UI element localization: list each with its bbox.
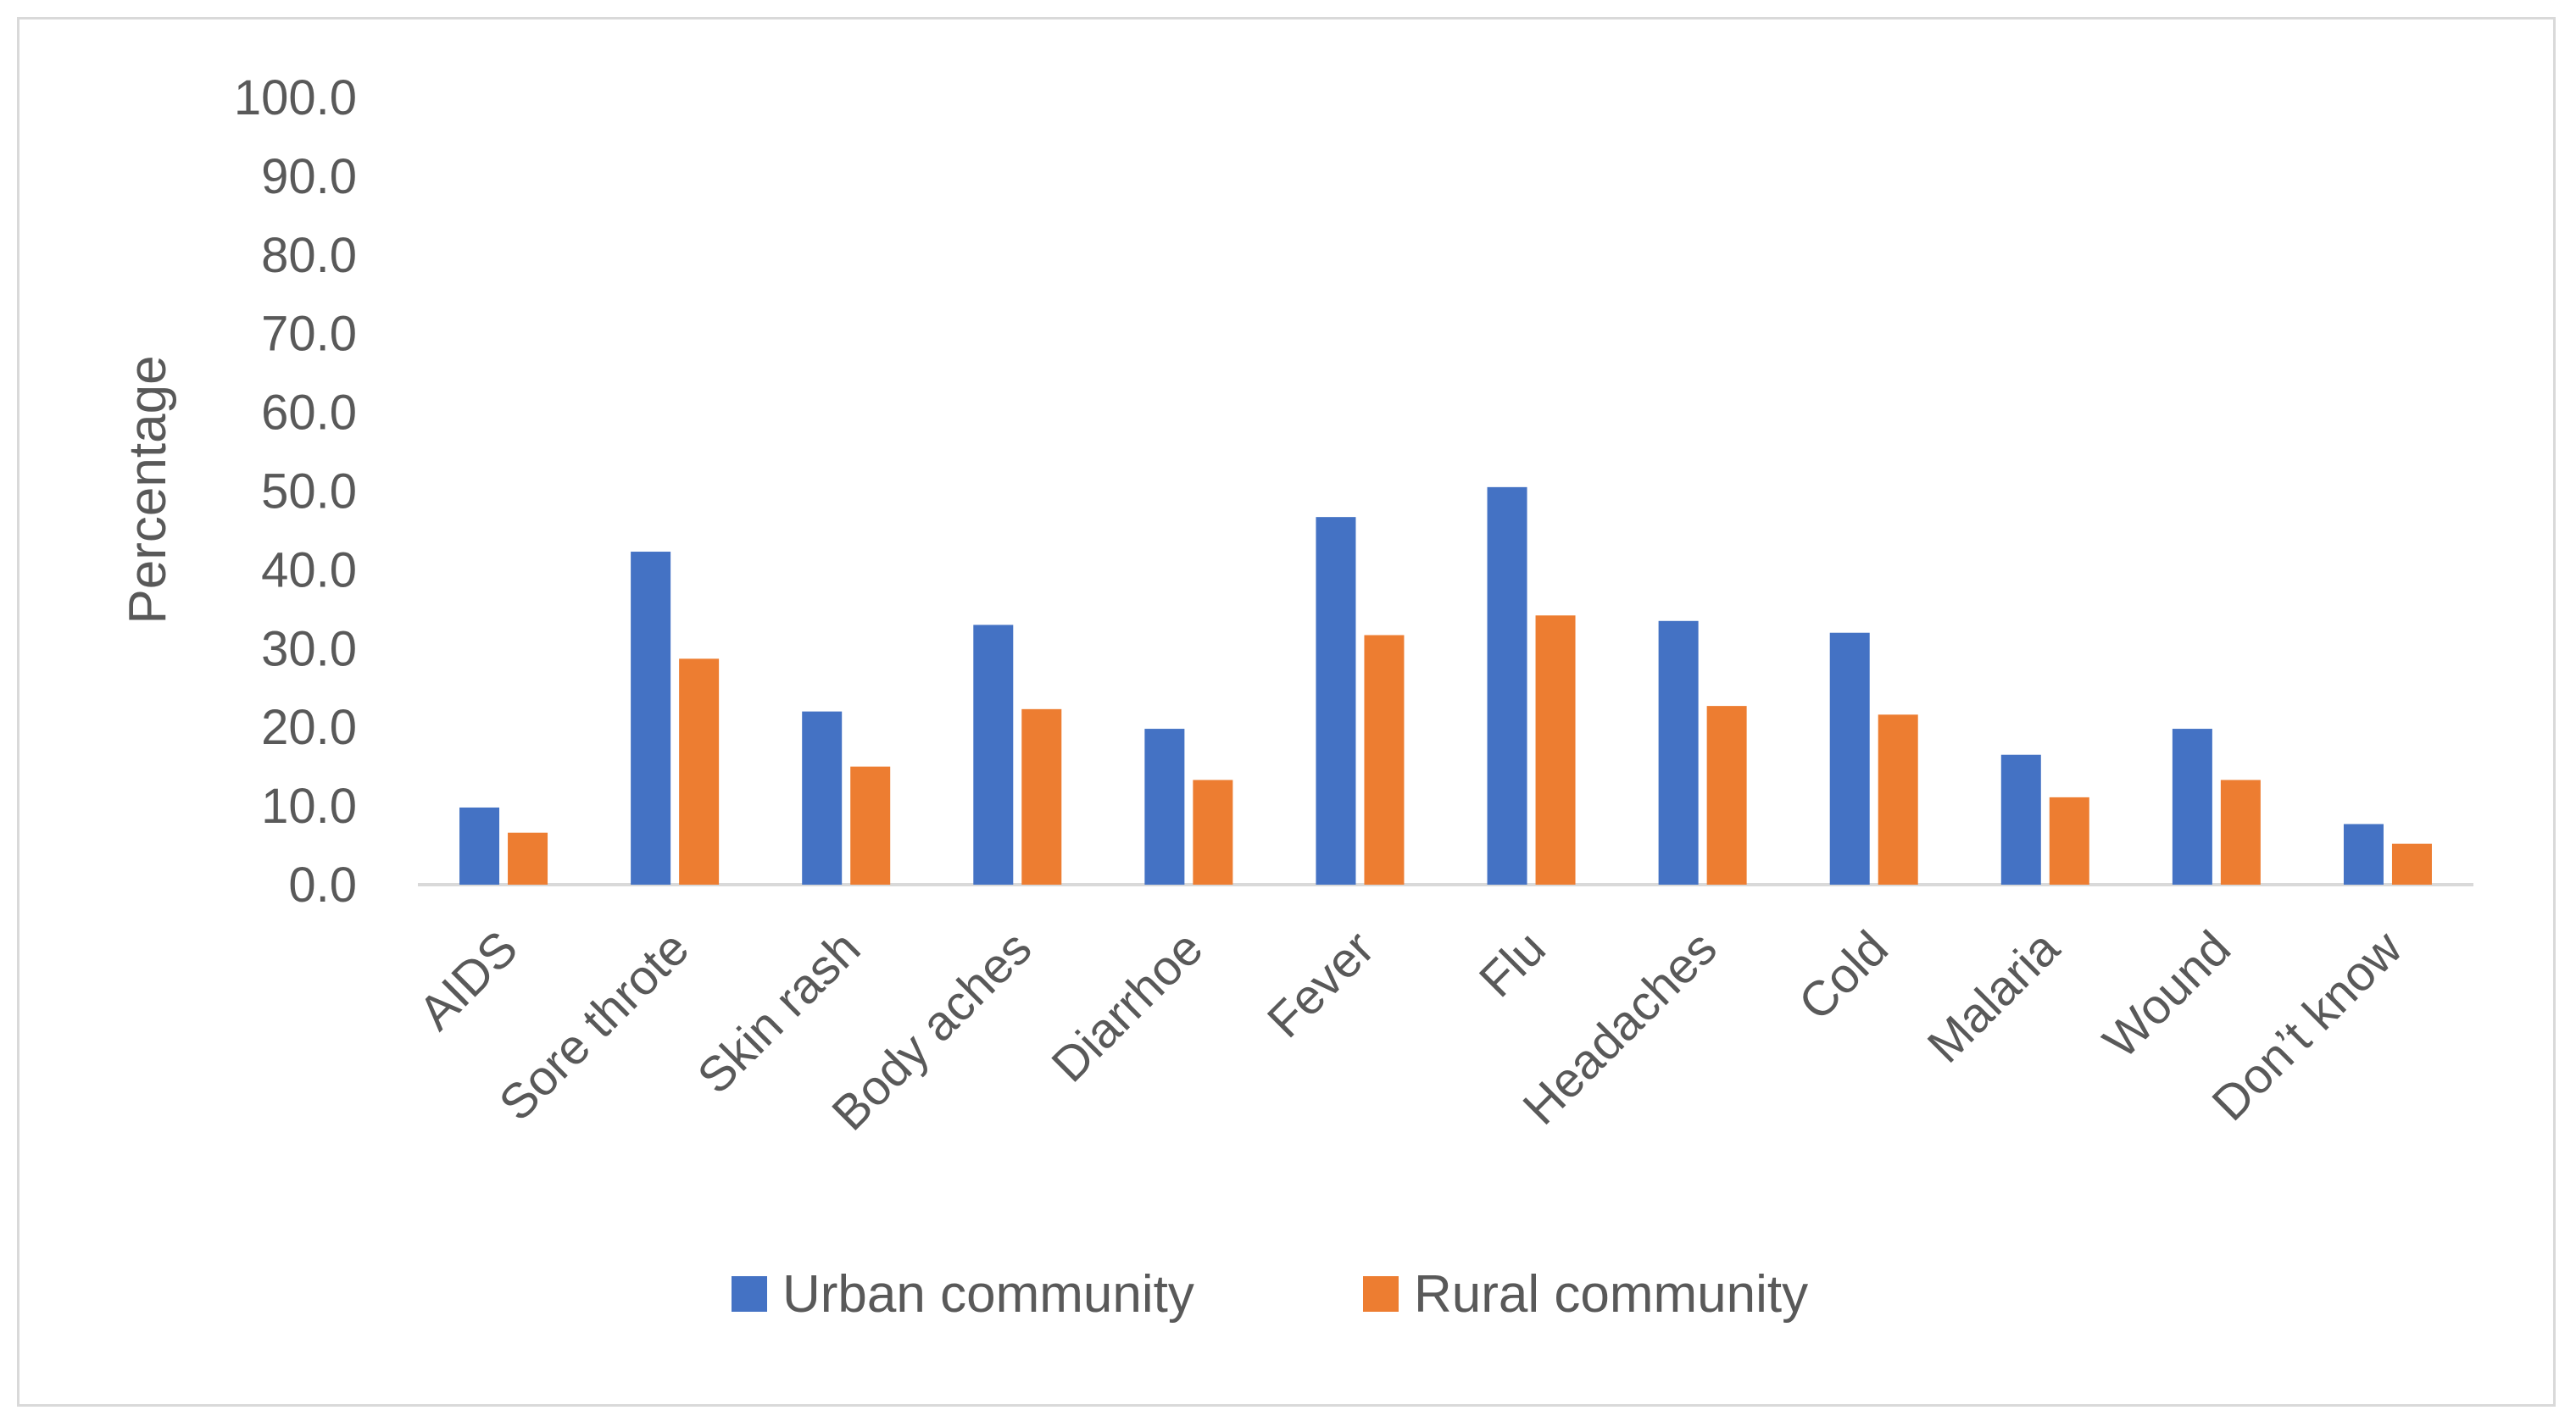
bar-rural-headaches xyxy=(1706,706,1747,885)
bar-rural-flu xyxy=(1535,615,1576,885)
x-tick-label: Fever xyxy=(1257,920,1385,1048)
x-tick-label: Wound xyxy=(2093,920,2241,1069)
legend-swatch-urban xyxy=(732,1276,767,1312)
bar-rural-skin-rash xyxy=(850,766,891,885)
bar-rural-don-t-know xyxy=(2391,843,2432,885)
x-tick-label: Cold xyxy=(1789,920,1899,1030)
bar-urban-sore-throte xyxy=(631,552,671,885)
legend-label-urban: Urban community xyxy=(782,1265,1194,1324)
bar-rural-fever xyxy=(1364,635,1405,885)
x-tick-label: Malaria xyxy=(1917,920,2071,1074)
bars xyxy=(459,486,2432,885)
y-tick-label: 60.0 xyxy=(261,386,357,441)
bar-urban-malaria xyxy=(2000,754,2041,885)
bar-urban-body-aches xyxy=(973,625,1014,885)
legend-label-rural: Rural community xyxy=(1414,1265,1808,1324)
x-tick-label: Flu xyxy=(1469,920,1556,1008)
bar-urban-fever xyxy=(1316,517,1356,885)
y-tick-label: 70.0 xyxy=(261,307,357,362)
y-tick-label: 20.0 xyxy=(261,700,357,755)
bar-rural-sore-throte xyxy=(679,658,720,885)
bar-urban-don-t-know xyxy=(2343,824,2384,885)
bar-urban-flu xyxy=(1487,486,1527,885)
y-tick-label: 80.0 xyxy=(261,228,357,283)
y-tick-label: 40.0 xyxy=(261,542,357,597)
bar-chart: 0.0 10.0 20.0 30.0 40.0 50.0 60.0 70.0 80.0 90.0 1… xyxy=(119,70,2473,1324)
chart-frame: 0.0 10.0 20.0 30.0 40.0 50.0 60.0 70.0 80.0 90.0 1… xyxy=(17,17,2556,1407)
bar-rural-aids xyxy=(508,832,548,885)
y-tick-label: 50.0 xyxy=(261,464,357,519)
bar-urban-aids xyxy=(459,807,500,885)
legend-swatch-rural xyxy=(1363,1276,1399,1312)
bar-rural-wound xyxy=(2220,780,2261,885)
bar-urban-wound xyxy=(2172,729,2212,885)
y-tick-label: 30.0 xyxy=(261,621,357,676)
y-tick-label: 10.0 xyxy=(261,779,357,834)
bar-urban-skin-rash xyxy=(802,711,843,885)
y-axis-ticks: 0.0 10.0 20.0 30.0 40.0 50.0 60.0 70.0 80.0 90.0 1… xyxy=(234,70,357,913)
x-tick-label: AIDS xyxy=(409,920,529,1041)
x-tick-label: Diarrhoe xyxy=(1041,920,1213,1092)
bar-rural-diarrhoe xyxy=(1193,780,1233,885)
y-tick-label: 90.0 xyxy=(261,149,357,204)
y-tick-label: 0.0 xyxy=(288,858,357,913)
bar-urban-headaches xyxy=(1658,620,1699,885)
y-tick-label: 100.0 xyxy=(234,70,357,125)
bar-urban-diarrhoe xyxy=(1144,729,1185,885)
x-tick-label: Skin rash xyxy=(687,920,871,1104)
bar-rural-body-aches xyxy=(1021,708,1062,885)
bar-urban-cold xyxy=(1829,632,1870,885)
bar-rural-malaria xyxy=(2049,797,2089,885)
y-axis-label: Percentage xyxy=(119,355,177,624)
legend: Urban community Rural community xyxy=(732,1265,1808,1324)
bar-rural-cold xyxy=(1878,714,1918,885)
